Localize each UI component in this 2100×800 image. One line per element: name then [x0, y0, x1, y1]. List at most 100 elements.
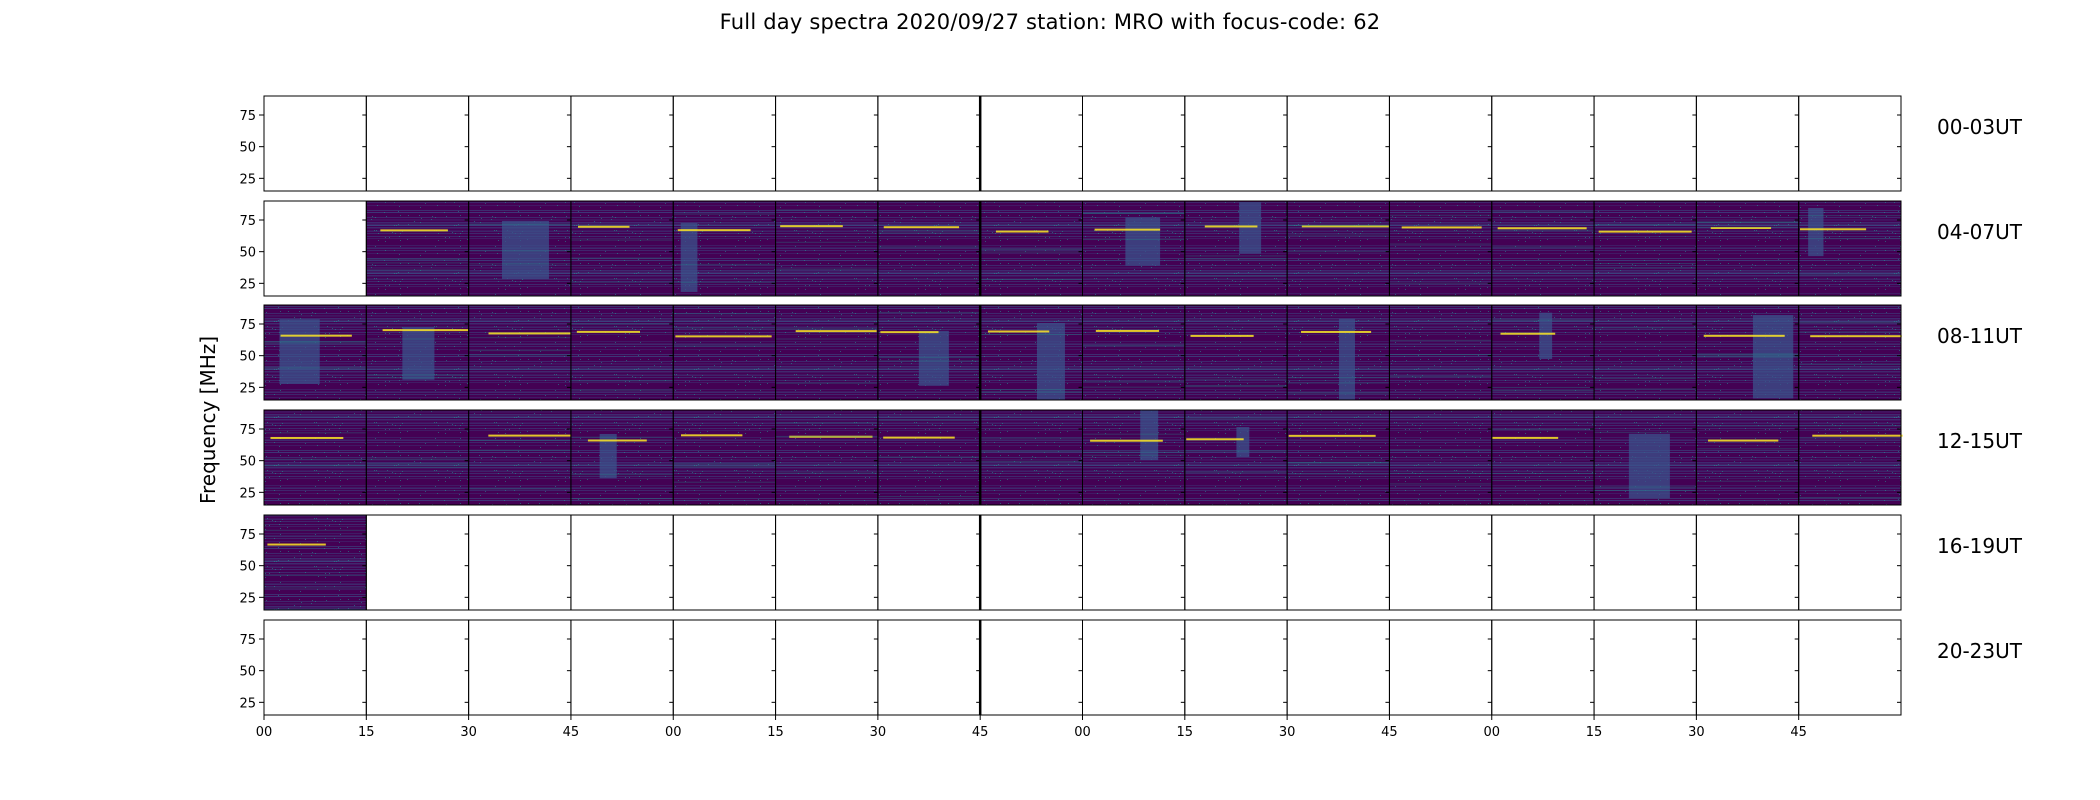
spectrum-faint-line: [1287, 251, 1390, 253]
spectrum-faint-line: [1696, 353, 1799, 355]
spectrum-band-line: [1598, 230, 1692, 233]
spectrum-band-line: [1190, 334, 1254, 337]
row-label: 00-03UT: [1937, 115, 2023, 139]
spectrum-cell-border: [1184, 619, 1288, 716]
spectrum-faint-line: [1594, 378, 1697, 380]
spectrum-cell: [1184, 201, 1288, 296]
row-label: 12-15UT: [1937, 429, 2023, 453]
spectrum-band-line: [1301, 225, 1399, 228]
spectrum-faint-line: [264, 574, 367, 576]
y-tick-label: 50: [239, 246, 256, 261]
y-tick-label: 50: [239, 560, 256, 575]
spectrum-cell: [1287, 410, 1390, 505]
spectrum-faint-line: [1798, 363, 1901, 365]
spectrum-cell: [1389, 410, 1492, 505]
spectrum-cell: [1594, 305, 1697, 400]
spectrum-cell-border: [1798, 619, 1902, 716]
spectrum-faint-line: [570, 323, 674, 325]
spectrum-faint-line: [264, 465, 367, 467]
x-axis: 00 15 30 45 00 15 30 45 00 15 30 45 00 15 30 45: [256, 715, 1807, 740]
spectrum-faint-line: [1082, 386, 1185, 388]
spectrum-band-line: [1301, 330, 1372, 333]
spectrum-faint-line: [1696, 480, 1799, 482]
spectrum-band-line: [789, 435, 873, 438]
spectrum-cell-bg: [1491, 201, 1595, 296]
spectrum-cell-bg: [1389, 201, 1492, 296]
spectrum-faint-line: [980, 461, 1083, 463]
spectrum-faint-line: [1594, 490, 1697, 492]
x-tick-label: 00: [1074, 725, 1091, 740]
spectrum-cell-border: [365, 619, 470, 716]
spectrum-faint-line: [1594, 327, 1697, 329]
spectrum-band-line: [488, 434, 584, 437]
spectrum-cell-border: [1082, 514, 1186, 611]
spectrum-faint-line: [1798, 215, 1901, 217]
y-tick-label: 75: [239, 109, 256, 124]
spectrum-faint-line: [1184, 418, 1288, 420]
spectrum-faint-line: [877, 496, 981, 498]
spectrum-faint-line: [877, 357, 981, 359]
spectrum-burst: [1236, 427, 1250, 458]
spectrum-faint-line: [1491, 246, 1595, 248]
spectrum-cell: [1696, 305, 1799, 400]
x-tick-label: 45: [1790, 725, 1807, 740]
spectrum-faint-line: [877, 232, 981, 234]
spectrum-cell-border: [365, 514, 470, 611]
spectrum-cell-bg: [775, 410, 878, 505]
spectrum-cell-bg: [570, 201, 674, 296]
spectrum-cell-border: [1388, 514, 1493, 611]
spectrum-band-line: [488, 332, 571, 335]
spectrum-cell: [1082, 410, 1185, 505]
spectrum-band-line: [1812, 434, 1903, 437]
spectrum-faint-line: [1287, 382, 1390, 384]
spectrum-cell: [1594, 410, 1697, 505]
spectrum-faint-line: [366, 377, 469, 379]
spectrum-cell-border: [1798, 409, 1902, 506]
spectrum-cell-border: [775, 619, 879, 716]
spectrum-cell-border: [877, 95, 981, 192]
spectrum-cell-bg: [1082, 305, 1185, 400]
spectrum-cell-bg: [1287, 201, 1390, 296]
spectrum-faint-line: [775, 422, 878, 424]
spectrum-burst: [501, 220, 549, 279]
spectrum-faint-line: [1798, 425, 1901, 427]
spectrum-faint-line: [980, 391, 1083, 393]
spectrum-cell: [1696, 410, 1799, 505]
x-tick-label: 15: [767, 725, 784, 740]
spectrum-cell-bg: [1287, 305, 1390, 400]
spectrum-cell-bg: [877, 410, 981, 505]
spectrum-cell-border: [570, 619, 674, 716]
spectrum-cell-bg: [468, 410, 571, 505]
spectrum-cell-border: [979, 514, 1083, 611]
spectrum-faint-line: [1594, 431, 1697, 433]
spectrum-cell-border: [570, 514, 674, 611]
spectrum-faint-line: [1491, 211, 1595, 213]
spectrum-faint-line: [1184, 275, 1288, 277]
spectrum-band-line: [880, 331, 939, 334]
y-tick-label: 25: [239, 696, 256, 711]
spectrum-cell-border: [1695, 514, 1800, 611]
spectrum-faint-line: [1389, 483, 1492, 485]
spectrum-cell-border: [877, 619, 981, 716]
spectrum-faint-line: [775, 241, 878, 243]
y-tick-label: 25: [239, 172, 256, 187]
spectrum-cell: [1696, 201, 1799, 296]
spectrum-burst: [1036, 322, 1065, 400]
x-tick-label: 45: [563, 725, 580, 740]
spectrum-cell: [1184, 305, 1288, 400]
x-tick-label: 30: [1279, 725, 1296, 740]
spectrum-faint-line: [775, 209, 878, 211]
spectrum-burst: [1808, 207, 1824, 257]
spectrum-cell-bg: [366, 410, 469, 505]
spectrum-faint-line: [366, 262, 469, 264]
spectrum-faint-line: [570, 474, 674, 476]
spectrum-cell: [468, 410, 584, 505]
x-tick-label: 00: [665, 725, 682, 740]
spectrum-cell-bg: [1594, 201, 1697, 296]
spectrum-faint-line: [468, 488, 571, 490]
spectrum-faint-line: [673, 313, 776, 315]
spectrum-cell-bg: [1594, 305, 1697, 400]
spectrum-cell: [775, 201, 878, 296]
spectrum-cell-border: [468, 514, 572, 611]
